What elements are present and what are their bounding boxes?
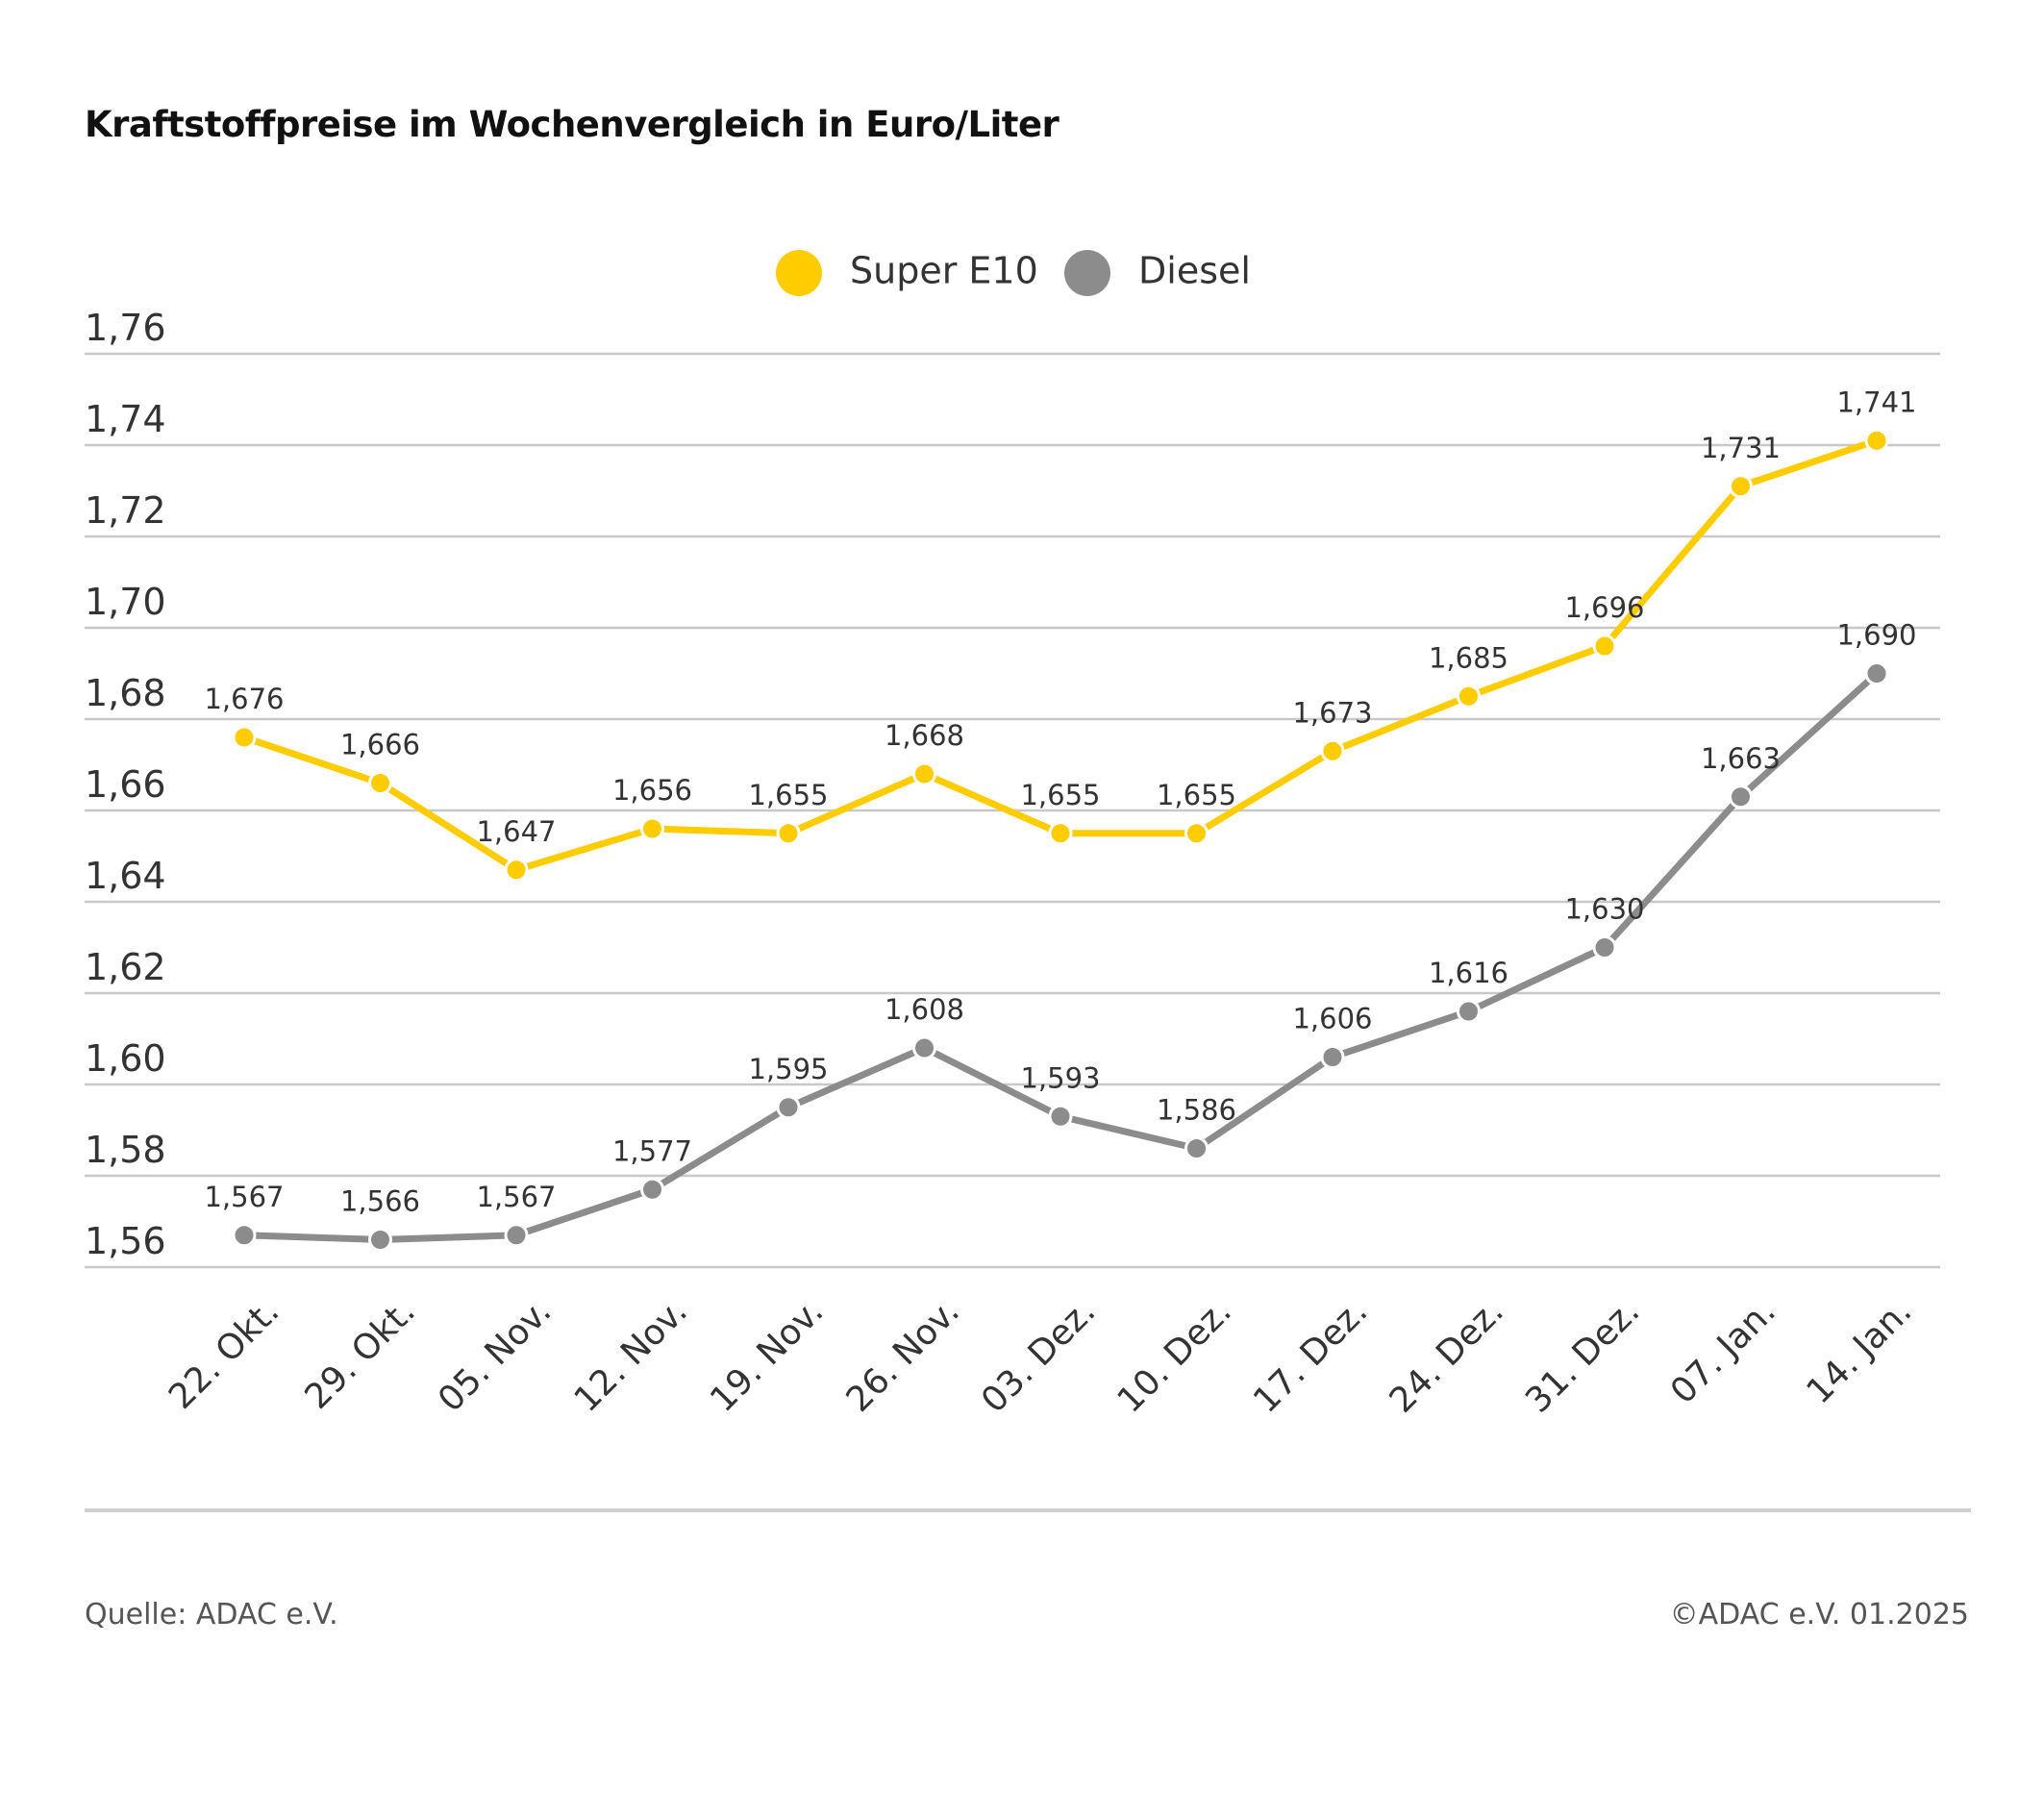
x-tick-label: 26. Nov. [839, 1291, 967, 1419]
source-note: Quelle: ADAC e.V. [85, 1598, 338, 1631]
data-label: 1,577 [612, 1134, 692, 1167]
data-point [232, 1223, 257, 1248]
x-tick-label: 03. Dez. [974, 1291, 1103, 1420]
data-point [1320, 738, 1345, 763]
data-point [232, 725, 257, 750]
data-label: 1,656 [612, 774, 692, 807]
data-label: 1,696 [1564, 591, 1644, 624]
x-tick-label: 05. Nov. [431, 1291, 559, 1419]
data-label: 1,630 [1564, 893, 1644, 926]
series-line [240, 670, 1881, 1243]
data-point [1729, 784, 1753, 809]
legend-marker [776, 250, 822, 296]
data-label: 1,666 [340, 729, 420, 761]
data-point [1864, 428, 1889, 453]
data-label: 1,586 [1157, 1094, 1236, 1127]
series-lines [232, 428, 1889, 1252]
data-point [1457, 684, 1481, 709]
data-point [1592, 935, 1617, 959]
y-tick-label: 1,72 [85, 489, 166, 532]
y-tick-label: 1,74 [85, 398, 166, 440]
data-point [912, 761, 936, 786]
data-point [776, 821, 801, 846]
x-axis-tick-labels: 22. Okt. 29. Okt. 05. Nov. 12. Nov. 19. Nov.… [162, 1291, 1919, 1420]
footer-divider [85, 1508, 1971, 1512]
data-label: 1,676 [204, 683, 284, 715]
grid-lines [85, 352, 1940, 1269]
data-label: 1,655 [748, 779, 828, 811]
data-point [1320, 1045, 1345, 1069]
data-label: 1,606 [1292, 1003, 1372, 1035]
data-point [912, 1035, 936, 1060]
data-point [1592, 634, 1617, 659]
y-tick-label: 1,60 [85, 1037, 166, 1080]
legend-marker [1064, 250, 1110, 296]
data-point [776, 1095, 801, 1120]
data-label: 1,663 [1701, 742, 1781, 775]
data-label: 1,655 [1020, 779, 1100, 811]
data-point [368, 771, 392, 795]
y-tick-label: 1,70 [85, 581, 166, 623]
y-tick-label: 1,64 [85, 855, 166, 897]
data-label: 1,655 [1157, 779, 1236, 811]
x-tick-label: 17. Dez. [1246, 1291, 1375, 1420]
x-tick-label: 22. Okt. [162, 1291, 287, 1416]
data-point [1457, 999, 1481, 1024]
data-point [1729, 474, 1753, 499]
data-label: 1,690 [1836, 619, 1916, 652]
data-point [1048, 1104, 1073, 1129]
x-tick-label: 10. Dez. [1110, 1291, 1239, 1420]
data-point [640, 1177, 664, 1202]
data-label: 1,668 [885, 719, 964, 752]
y-tick-label: 1,62 [85, 946, 166, 988]
data-label: 1,595 [748, 1053, 828, 1085]
y-tick-label: 1,58 [85, 1129, 166, 1171]
data-label: 1,731 [1701, 432, 1781, 464]
data-label: 1,566 [340, 1185, 420, 1218]
data-label: 1,616 [1429, 957, 1508, 989]
x-tick-label: 07. Jan. [1663, 1291, 1783, 1411]
chart-title: Kraftstoffpreise im Wochenvergleich in E… [85, 104, 1059, 145]
data-labels: 1,676 1,666 1,647 1,656 1,655 1,668 1,655 1,655… [204, 386, 1916, 1217]
x-tick-label: 19. Nov. [703, 1291, 831, 1419]
data-label: 1,673 [1292, 696, 1372, 729]
y-tick-label: 1,66 [85, 763, 166, 806]
data-point [1184, 1136, 1209, 1160]
data-point [368, 1228, 392, 1252]
data-point [1864, 661, 1889, 685]
x-tick-label: 24. Dez. [1383, 1291, 1511, 1420]
data-label: 1,608 [885, 993, 964, 1026]
copyright-note: ©ADAC e.V. 01.2025 [1669, 1598, 1969, 1631]
legend-label: Diesel [1138, 250, 1251, 292]
data-label: 1,685 [1429, 641, 1508, 674]
x-tick-label: 31. Dez. [1518, 1291, 1647, 1420]
data-point [1048, 821, 1073, 846]
data-label: 1,593 [1020, 1061, 1100, 1094]
x-tick-label: 29. Okt. [298, 1291, 423, 1416]
x-tick-label: 12. Nov. [567, 1291, 695, 1419]
data-point [504, 1223, 529, 1248]
data-label: 1,741 [1836, 386, 1916, 418]
y-tick-label: 1,76 [85, 307, 166, 349]
legend: Super E10 Diesel [776, 250, 1251, 296]
y-tick-label: 1,68 [85, 672, 166, 714]
y-axis-tick-labels: 1,56 1,58 1,60 1,62 1,64 1,66 1,68 1,70 1,72 1,74… [85, 307, 166, 1262]
data-label: 1,567 [204, 1181, 284, 1213]
data-label: 1,647 [476, 815, 556, 848]
data-point [504, 858, 529, 883]
x-tick-label: 14. Jan. [1800, 1291, 1920, 1411]
data-point [640, 816, 664, 841]
data-point [1184, 821, 1209, 846]
legend-label: Super E10 [850, 250, 1038, 292]
data-label: 1,567 [476, 1181, 556, 1213]
y-tick-label: 1,56 [85, 1220, 166, 1262]
